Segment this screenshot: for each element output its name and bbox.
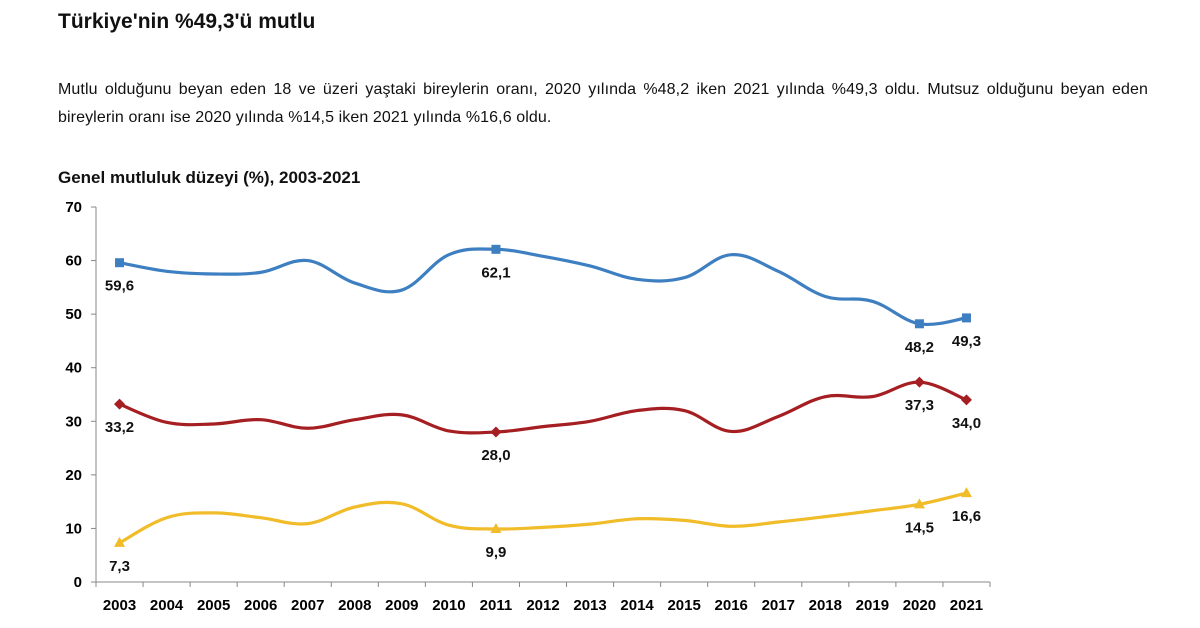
series-line-0 [119,247,967,327]
x-tick-label: 2013 [573,597,606,614]
data-point-marker [960,487,972,498]
x-tick-label: 2008 [338,597,371,614]
data-label: 16,6 [952,508,981,525]
data-point-marker [114,536,126,547]
page-headline: Türkiye'nin %49,3'ü mutlu [58,10,316,33]
y-tick-label: 50 [65,306,82,323]
data-point-marker [960,394,972,406]
x-tick-label: 2012 [526,597,559,614]
data-point-marker [115,258,125,268]
data-point-marker [961,313,971,323]
x-tick-label: 2010 [432,597,465,614]
y-tick-label: 30 [65,413,82,430]
x-tick-label: 2014 [620,597,654,614]
y-tick-label: 20 [65,467,82,484]
data-point-marker [114,398,126,410]
x-tick-label: 2007 [291,597,324,614]
summary-paragraph: Mutlu olduğunu beyan eden 18 ve üzeri ya… [58,81,1148,126]
y-tick-label: 0 [74,574,82,591]
x-tick-label: 2018 [809,597,842,614]
x-tick-label: 2011 [480,597,513,614]
data-label: 28,0 [481,447,510,464]
data-label: 7,3 [109,558,130,575]
y-tick-label: 60 [65,253,82,270]
x-tick-label: 2003 [103,597,136,614]
chart-series [114,244,972,547]
x-tick-label: 2019 [856,597,889,614]
x-tick-label: 2020 [903,597,936,614]
data-point-marker [913,498,925,509]
data-point-marker [490,426,502,438]
x-tick-label: 2005 [197,597,230,614]
data-point-marker [490,522,502,533]
y-tick-label: 10 [65,520,82,537]
series-line-2 [118,491,967,545]
x-tick-label: 2021 [950,597,983,614]
data-point-marker [914,319,924,329]
chart-axes: 0 10 20 30 40 50 60 70 2003 2004 2005 2006 2007 2008 2… [65,199,991,614]
y-tick-label: 40 [65,360,82,377]
data-label: 59,6 [105,278,134,295]
x-tick-label: 2016 [715,597,748,614]
x-tick-label: 2009 [385,597,418,614]
data-label: 49,3 [952,333,981,350]
data-label: 9,9 [486,544,507,561]
x-tick-label: 2017 [762,597,795,614]
series-line-1 [118,380,968,435]
data-label: 14,5 [905,519,934,536]
chart-title: Genel mutluluk düzeyi (%), 2003-2021 [58,168,361,187]
data-label: 48,2 [905,339,934,356]
x-tick-label: 2006 [244,597,277,614]
data-label: 34,0 [952,415,981,432]
data-label: 62,1 [481,264,510,281]
y-tick-label: 70 [65,199,82,216]
data-label: 33,2 [105,419,134,436]
chart-data-labels: 59,6 62,1 48,2 49,3 33,2 28,0 37,3 34,0 7,3 9,9 14… [105,264,981,575]
x-tick-label: 2015 [667,597,700,614]
data-point-marker [491,244,501,254]
data-point-marker [913,376,925,388]
data-label: 37,3 [905,397,934,414]
x-tick-label: 2004 [150,597,184,614]
